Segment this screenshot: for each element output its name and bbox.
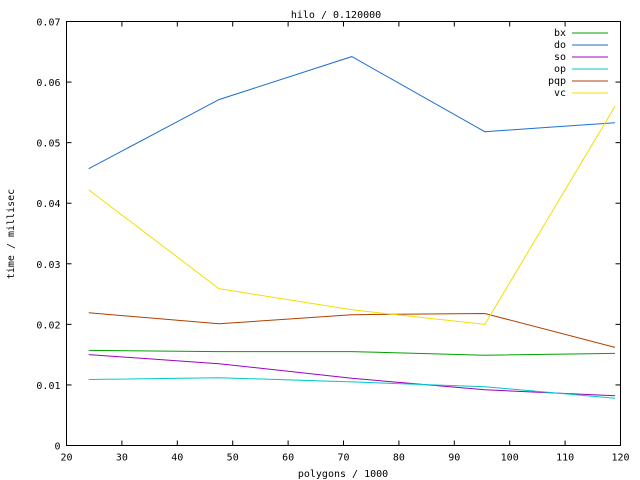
x-tick-label: 120 [611, 453, 629, 464]
y-tick-label: 0.01 [36, 381, 60, 392]
series-lines [88, 56, 616, 399]
series-line-vc [88, 106, 616, 325]
legend-label: so [554, 52, 566, 63]
legend-label: bx [554, 28, 566, 39]
y-tick-label: 0.05 [36, 139, 60, 150]
legend-label: pqp [548, 76, 566, 87]
y-axis: 0 0.01 0.02 0.03 0.04 0.05 0.06 0.07 [36, 18, 621, 453]
x-tick-label: 100 [501, 453, 519, 464]
x-axis: 20 30 40 50 60 70 80 90 100 110 120 [60, 21, 630, 464]
series-line-op [88, 377, 616, 399]
x-tick-label: 40 [171, 453, 183, 464]
x-axis-label: polygons / 1000 [298, 469, 388, 480]
legend-label: op [554, 64, 566, 75]
series-line-bx [88, 349, 616, 356]
x-tick-label: 70 [337, 453, 349, 464]
legend-label: do [554, 40, 566, 51]
series-line-do [88, 56, 616, 170]
x-tick-label: 60 [282, 453, 294, 464]
x-tick-label: 20 [60, 453, 72, 464]
x-tick-label: 50 [227, 453, 239, 464]
legend-label: vc [554, 88, 566, 99]
y-axis-label: time / millisec [6, 189, 17, 279]
y-tick-label: 0.02 [36, 320, 60, 331]
x-tick-label: 30 [116, 453, 128, 464]
chart-title: hilo / 0.120000 [291, 10, 381, 21]
y-tick-label: 0.03 [36, 260, 60, 271]
y-tick-label: 0 [54, 442, 60, 453]
y-tick-label: 0.07 [36, 18, 60, 29]
x-tick-label: 80 [393, 453, 405, 464]
x-tick-label: 110 [556, 453, 574, 464]
y-tick-label: 0.06 [36, 78, 60, 89]
y-tick-label: 0.04 [36, 199, 60, 210]
x-tick-label: 90 [448, 453, 460, 464]
series-line-pqp [88, 312, 616, 348]
series-line-so [88, 354, 616, 397]
